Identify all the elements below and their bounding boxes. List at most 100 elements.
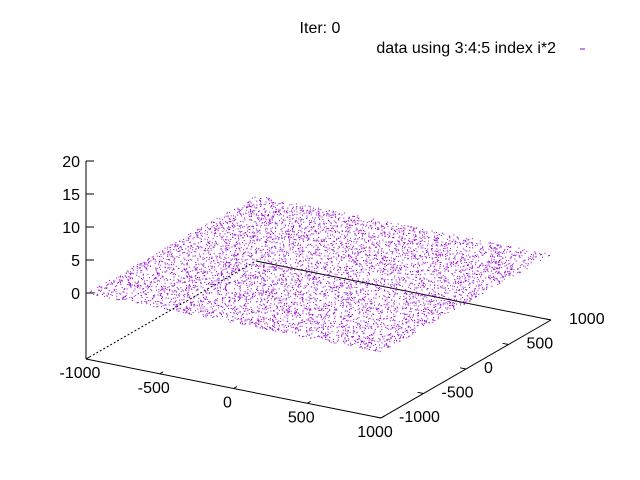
data-point xyxy=(236,261,238,263)
data-point xyxy=(313,321,315,323)
data-point xyxy=(252,211,254,213)
data-point xyxy=(202,264,204,266)
data-point xyxy=(239,298,241,300)
data-point xyxy=(249,323,251,325)
data-point xyxy=(293,273,295,275)
data-point xyxy=(422,298,424,300)
data-point xyxy=(363,238,365,240)
data-point xyxy=(428,293,430,295)
data-point xyxy=(254,294,256,296)
data-point xyxy=(296,221,298,223)
legend-label: data using 3:4:5 index i*2 xyxy=(376,40,556,57)
data-point xyxy=(363,221,365,223)
data-point xyxy=(353,219,355,221)
data-point xyxy=(214,232,216,234)
data-point xyxy=(288,285,290,287)
data-point xyxy=(351,314,353,316)
data-point xyxy=(241,306,243,308)
data-point xyxy=(480,264,482,266)
data-point xyxy=(268,256,269,258)
data-point xyxy=(268,197,270,199)
data-point xyxy=(436,232,437,233)
data-point xyxy=(367,336,369,338)
data-point xyxy=(470,242,472,244)
data-point xyxy=(256,207,258,209)
data-point xyxy=(188,285,190,287)
data-point xyxy=(298,229,300,231)
data-point xyxy=(239,305,241,307)
data-point xyxy=(493,277,495,279)
data-point xyxy=(284,294,286,296)
data-point xyxy=(303,293,305,295)
data-point xyxy=(368,320,369,322)
data-point xyxy=(318,233,320,235)
data-point xyxy=(312,282,314,284)
data-point xyxy=(243,270,245,272)
data-point xyxy=(211,242,213,244)
data-point xyxy=(237,312,239,314)
data-point xyxy=(273,316,275,318)
data-point xyxy=(122,291,124,293)
data-point xyxy=(146,297,148,298)
data-point xyxy=(257,298,259,300)
data-point xyxy=(308,274,310,276)
data-point xyxy=(237,253,238,255)
data-point xyxy=(412,328,414,330)
data-point xyxy=(393,294,395,296)
data-point xyxy=(315,230,317,232)
data-point xyxy=(456,299,457,301)
data-point xyxy=(302,310,304,312)
data-point xyxy=(435,305,437,307)
data-point xyxy=(476,274,477,275)
data-point xyxy=(287,228,289,230)
data-point xyxy=(239,295,241,297)
data-point xyxy=(372,340,374,341)
data-point xyxy=(279,220,280,222)
data-point xyxy=(163,253,165,255)
data-point xyxy=(393,313,395,315)
data-point xyxy=(235,312,237,314)
data-point xyxy=(206,234,208,236)
data-point xyxy=(461,276,463,278)
data-point xyxy=(298,294,300,296)
data-point xyxy=(345,334,347,336)
data-point xyxy=(426,320,427,322)
data-point xyxy=(170,251,172,253)
data-point xyxy=(338,261,340,263)
data-point xyxy=(237,228,239,230)
data-point xyxy=(184,268,185,270)
data-point xyxy=(366,309,368,311)
data-point xyxy=(446,298,448,300)
data-point xyxy=(301,297,303,299)
data-point xyxy=(441,294,443,296)
data-point xyxy=(124,275,126,277)
data-point xyxy=(100,290,102,292)
data-point xyxy=(277,283,279,285)
data-point xyxy=(438,254,439,256)
data-point xyxy=(173,276,175,278)
data-point xyxy=(311,318,313,320)
data-point xyxy=(316,240,318,242)
data-point xyxy=(248,229,250,231)
data-point xyxy=(264,265,266,267)
data-point xyxy=(493,247,495,249)
data-point xyxy=(264,210,266,212)
data-point xyxy=(242,255,244,257)
data-point xyxy=(399,284,400,286)
data-point xyxy=(434,287,435,289)
data-point xyxy=(118,282,119,283)
data-point xyxy=(206,292,208,294)
data-point xyxy=(200,299,202,301)
data-point xyxy=(483,288,485,290)
data-point xyxy=(313,207,314,209)
data-point xyxy=(202,310,204,312)
data-point xyxy=(416,309,418,311)
data-point xyxy=(278,211,280,213)
data-point xyxy=(474,251,476,253)
data-point xyxy=(145,301,147,303)
data-point xyxy=(245,265,247,266)
data-point xyxy=(363,315,365,317)
data-point xyxy=(498,261,500,263)
data-point xyxy=(405,318,406,320)
data-point xyxy=(365,253,367,255)
